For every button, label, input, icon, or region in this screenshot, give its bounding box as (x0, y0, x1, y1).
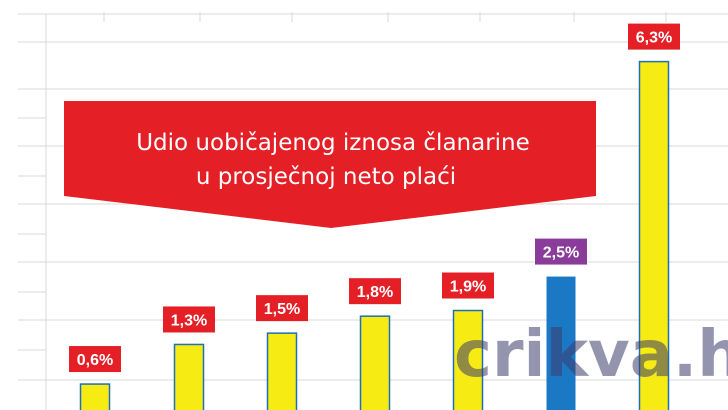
bars-layer (79, 60, 670, 410)
data-label-0: 0,6% (77, 352, 113, 369)
data-label-2: 1,5% (264, 301, 300, 318)
data-label-box-2 (256, 295, 308, 322)
bar-4 (452, 309, 484, 410)
data-labels-layer: 0,6% 1,3% 1,5% 1,8% 1,9% 2,5% 6,3% (69, 23, 680, 373)
data-label-box-0 (69, 346, 121, 373)
chart-title-line-2: u prosječnoj neto plaći (196, 164, 456, 190)
data-label-3: 1,8% (357, 284, 393, 301)
data-label-box-6 (628, 23, 680, 50)
title-banner-arrow (64, 101, 596, 228)
title-banner: Udio uobičajenog iznosa članarine u pros… (64, 101, 596, 228)
bar-3 (359, 315, 391, 410)
bar-5 (546, 276, 576, 410)
data-label-box-3 (349, 278, 401, 305)
watermark-text: crikva.hr (454, 318, 728, 392)
data-label-5: 2,5% (543, 245, 579, 262)
bar-2 (266, 332, 298, 410)
data-label-4: 1,9% (450, 279, 486, 296)
chart-title-line-1: Udio uobičajenog iznosa članarine (136, 130, 530, 156)
data-label-6: 6,3% (636, 30, 672, 47)
data-label-box-4 (442, 272, 494, 299)
bar-6 (638, 60, 670, 410)
data-label-1: 1,3% (171, 312, 207, 329)
data-label-box-1 (163, 306, 215, 333)
bar-0 (79, 383, 111, 410)
bar-1 (173, 343, 205, 410)
data-label-box-5 (535, 238, 587, 265)
